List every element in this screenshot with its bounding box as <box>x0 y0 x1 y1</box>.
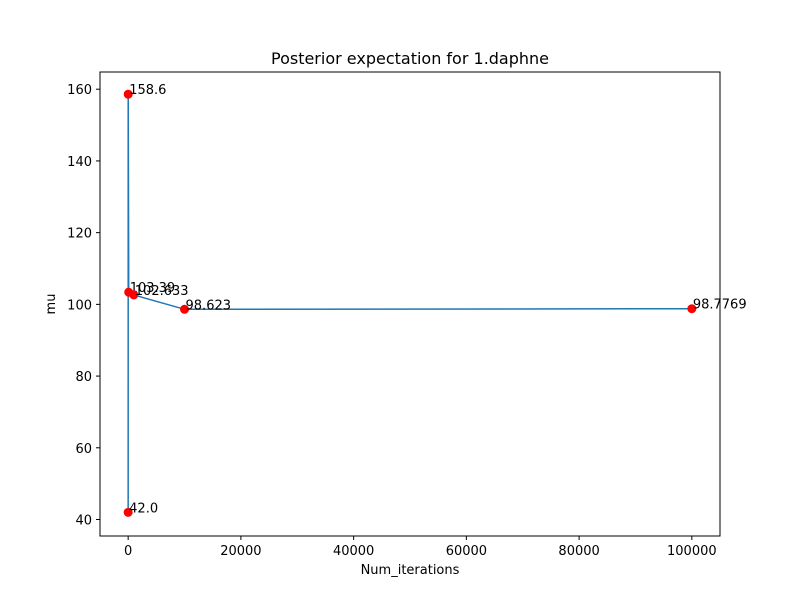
y-tick-label: 120 <box>67 227 92 242</box>
x-tick-label: 100000 <box>667 544 717 559</box>
y-tick-label: 80 <box>75 370 92 385</box>
x-axis-label: Num_iterations <box>361 563 460 578</box>
y-tick-label: 40 <box>75 514 92 529</box>
data-point <box>180 304 190 314</box>
x-axis: 0 20000 40000 60000 80000 100000 <box>124 536 717 559</box>
x-tick-label: 80000 <box>558 544 599 559</box>
y-tick-label: 160 <box>67 83 92 98</box>
data-label: 103.39 <box>130 281 176 296</box>
x-tick-label: 20000 <box>220 544 261 559</box>
y-tick-label: 140 <box>67 155 92 170</box>
y-tick-label: 100 <box>67 298 92 313</box>
data-label: 42.0 <box>129 501 158 516</box>
data-point <box>129 290 139 300</box>
y-tick-label: 60 <box>75 442 92 457</box>
x-tick-label: 0 <box>124 544 132 559</box>
x-tick-label: 60000 <box>446 544 487 559</box>
data-point <box>123 507 133 517</box>
data-point <box>123 89 133 99</box>
data-label: 98.623 <box>186 298 232 313</box>
data-label: 102.633 <box>135 284 189 299</box>
y-axis: 40 60 80 100 120 140 160 <box>67 83 100 529</box>
data-label: 158.6 <box>129 83 166 98</box>
y-axis-label: mu <box>44 294 59 315</box>
x-tick-label: 40000 <box>333 544 374 559</box>
chart-title: Posterior expectation for 1.daphne <box>271 49 549 68</box>
data-point <box>687 304 697 314</box>
